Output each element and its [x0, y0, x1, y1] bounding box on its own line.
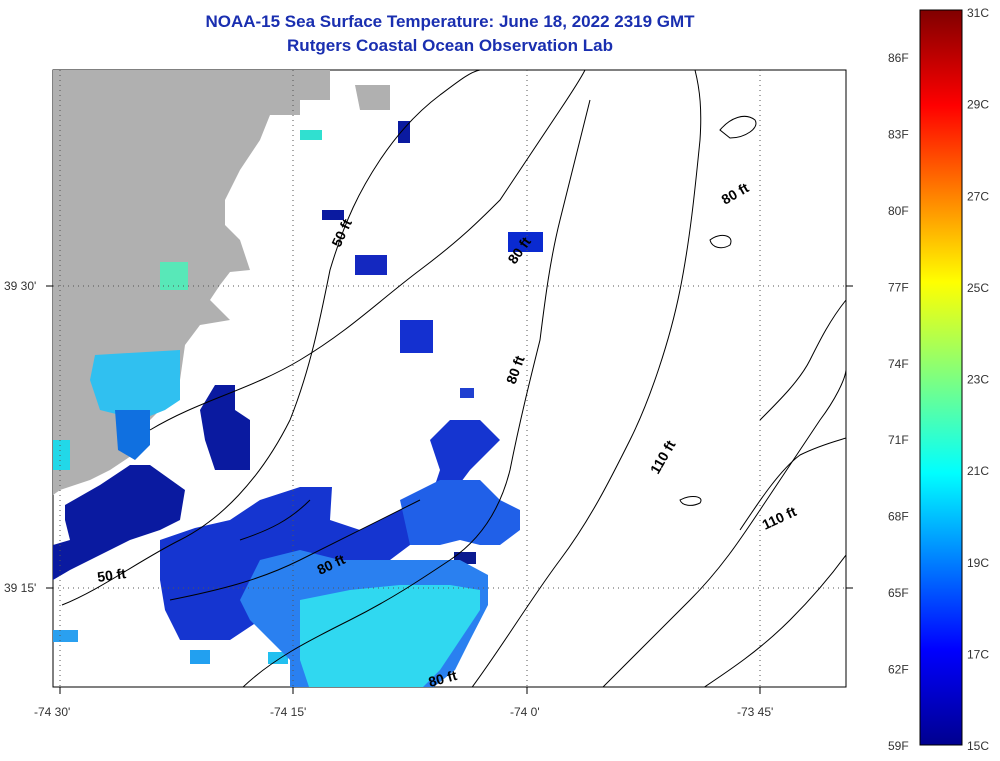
colorbar-fahrenheit-label: 62F	[888, 663, 909, 677]
depth-contours	[61, 70, 846, 687]
axis-ticks	[46, 285, 853, 694]
map-subtitle: Rutgers Coastal Ocean Observation Lab	[287, 36, 613, 55]
colorbar-fahrenheit-label: 86F	[888, 51, 909, 65]
colorbar-fahrenheit-label: 80F	[888, 204, 909, 218]
colorbar-fahrenheit-label: 83F	[888, 127, 909, 141]
y-tick-label: 39 15'	[4, 581, 36, 595]
x-tick-label: -74 15'	[270, 705, 306, 719]
colorbar-celsius-label: 15C	[967, 739, 989, 753]
colorbar-celsius-label: 17C	[967, 647, 989, 661]
colorbar-fahrenheit-label: 65F	[888, 586, 909, 600]
colorbar-labels: 31C 29C 27C 25C 23C 21C 19C 17C 15C 86F 83F 80F 77F 7…	[888, 6, 989, 753]
colorbar-fahrenheit-label: 77F	[888, 280, 909, 294]
colorbar	[919, 9, 963, 746]
colorbar-fahrenheit-label: 74F	[888, 357, 909, 371]
colorbar-celsius-label: 21C	[967, 464, 989, 478]
depth-label: 80 ft	[427, 667, 459, 690]
colorbar-fahrenheit-label: 59F	[888, 739, 909, 753]
map-title: NOAA-15 Sea Surface Temperature: June 18…	[205, 12, 695, 31]
colorbar-celsius-label: 19C	[967, 556, 989, 570]
colorbar-celsius-label: 29C	[967, 98, 989, 112]
x-tick-label: -74 0'	[510, 705, 540, 719]
depth-label: 50 ft	[96, 565, 127, 585]
colorbar-celsius-label: 23C	[967, 373, 989, 387]
colorbar-celsius-label: 25C	[967, 281, 989, 295]
x-tick-label: -73 45'	[737, 705, 773, 719]
graticule	[53, 70, 846, 687]
colorbar-celsius-label: 31C	[967, 6, 989, 20]
x-tick-label: -74 30'	[34, 705, 70, 719]
colorbar-fahrenheit-label: 68F	[888, 510, 909, 524]
land-island	[355, 85, 390, 110]
colorbar-fahrenheit-label: 71F	[888, 433, 909, 447]
sst-pixels	[53, 121, 543, 687]
y-tick-label: 39 30'	[4, 279, 36, 293]
colorbar-celsius-label: 27C	[967, 189, 989, 203]
land-inlet	[95, 325, 150, 360]
